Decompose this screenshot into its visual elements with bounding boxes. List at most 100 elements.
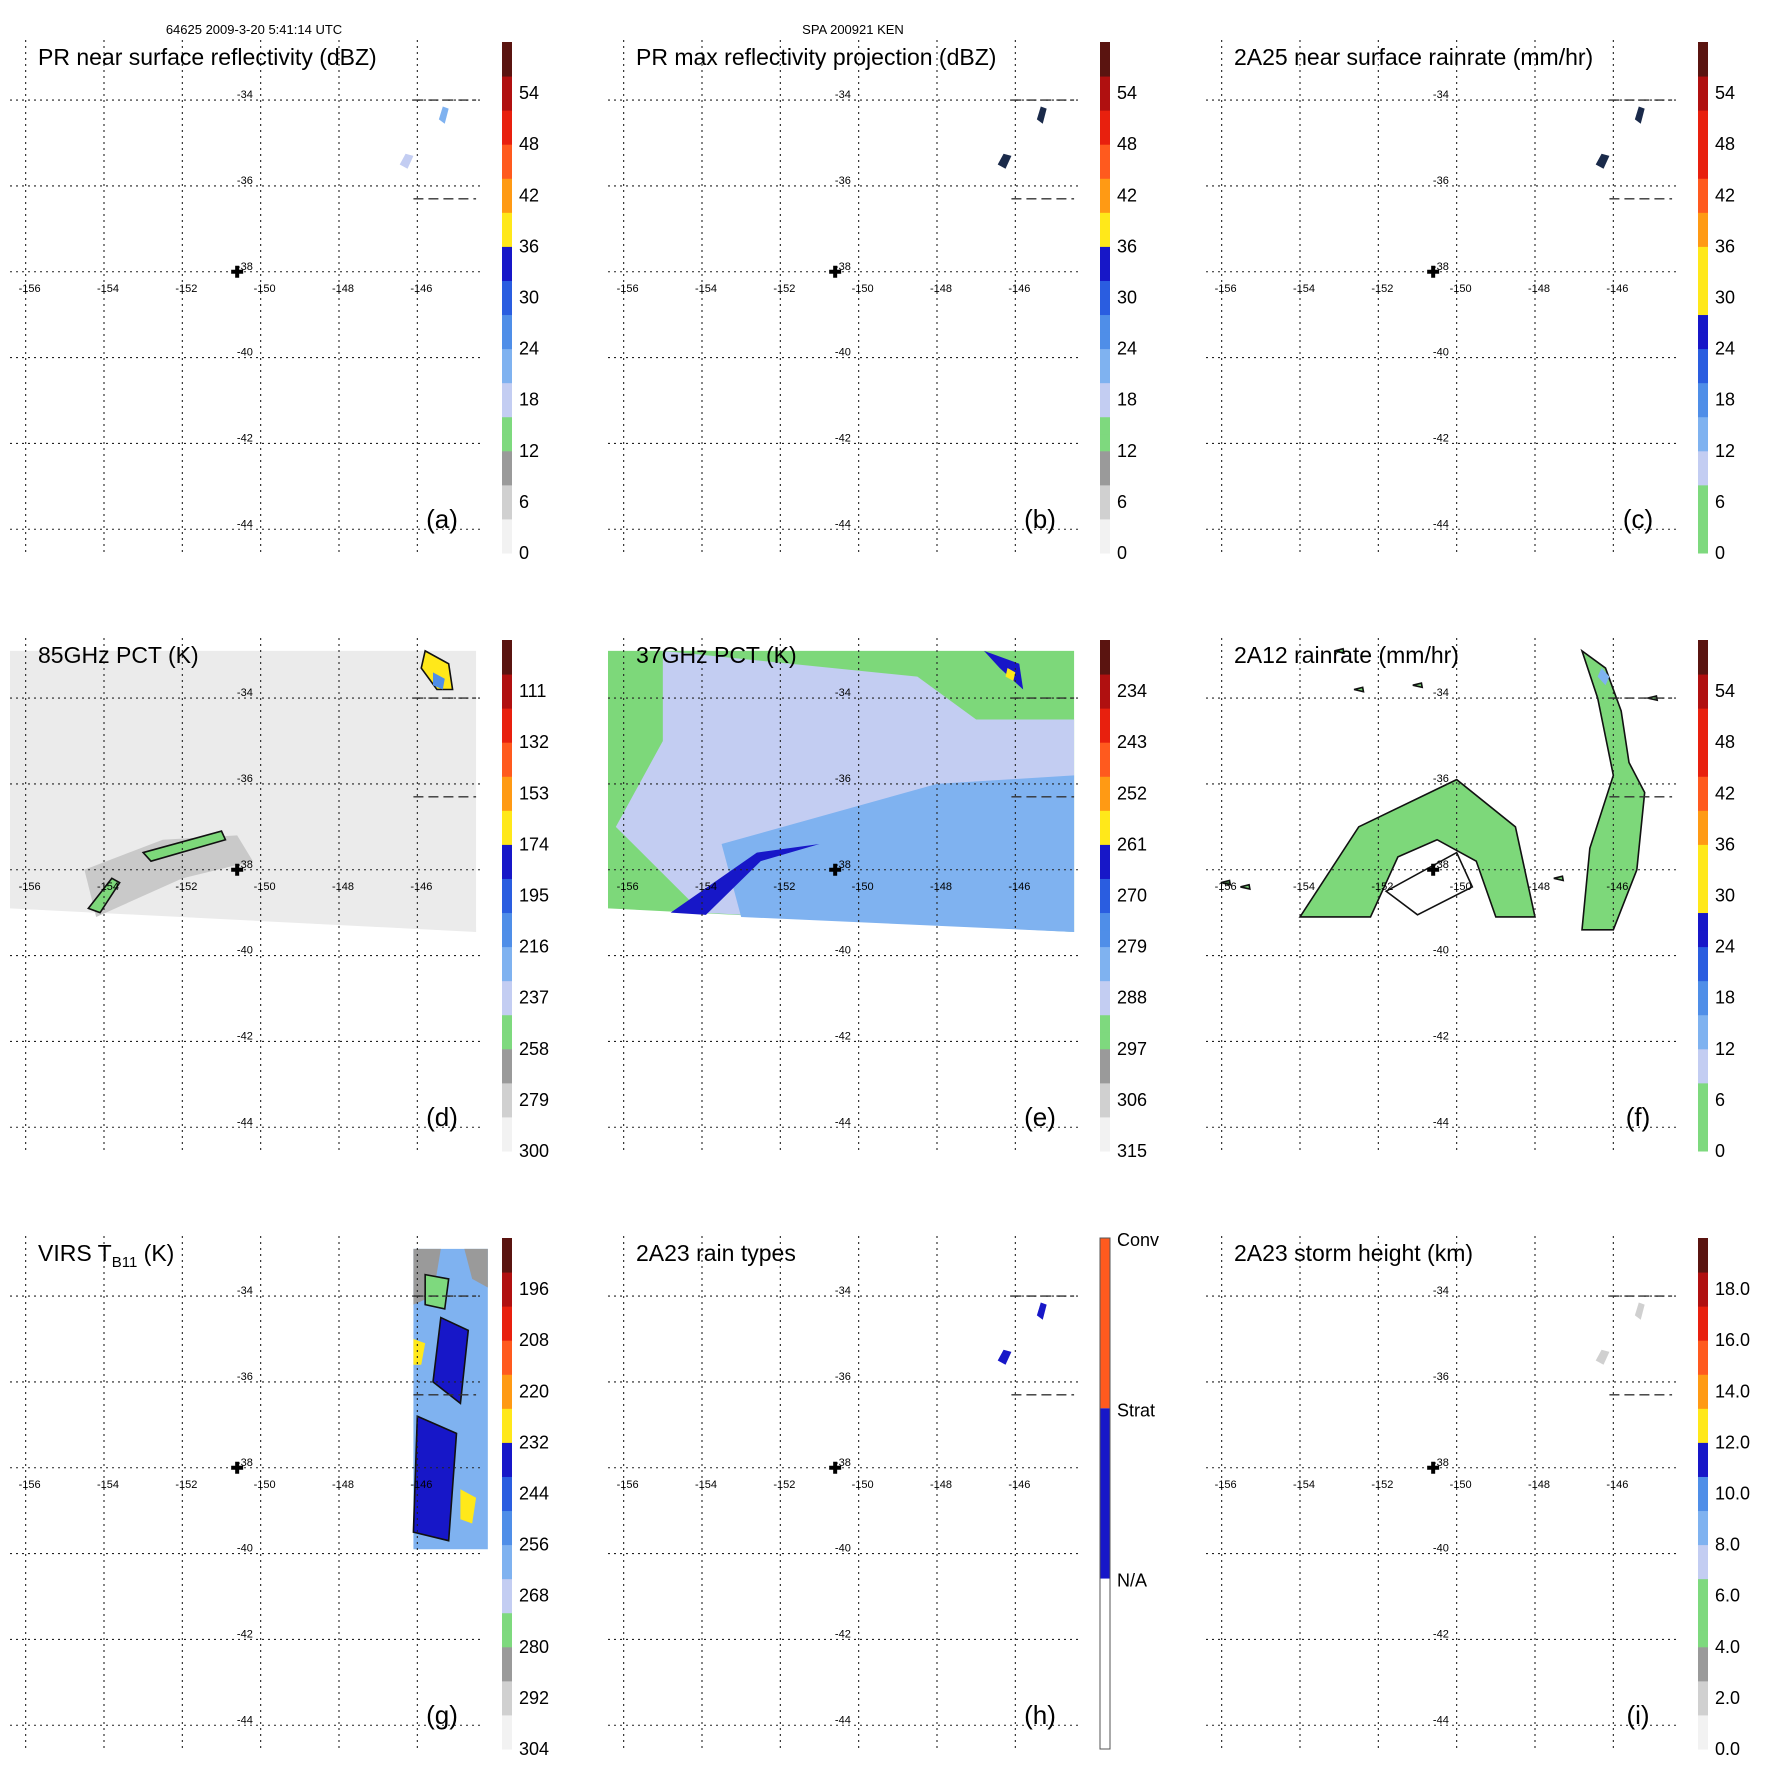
colorbar-tick-label: 300 (519, 1141, 549, 1161)
lon-tick-label: -150 (1450, 1479, 1472, 1491)
colorbar-swatch (502, 161, 512, 179)
colorbar-tick-label: 18 (1117, 390, 1137, 410)
data-field (1220, 647, 1659, 931)
colorbar-swatch (1100, 348, 1110, 367)
colorbar-swatch (1100, 76, 1110, 94)
colorbar-tick-label: 243 (1117, 732, 1147, 752)
colorbar-swatch (502, 1014, 512, 1033)
field-shape (424, 1273, 450, 1310)
colorbar-swatch (1100, 433, 1110, 452)
lat-tick-label: -44 (1433, 1714, 1449, 1726)
colorbar: N/A Strat Conv (1099, 1230, 1159, 1750)
colorbar-swatch (1100, 759, 1110, 777)
panel-label: (f) (1626, 1102, 1651, 1132)
colorbar-swatch (1698, 314, 1708, 333)
panel-c: -156 -154 -152 -150 -148 -146-34-36-38-40-42-… (1206, 40, 1735, 563)
colorbar-swatch (502, 1048, 512, 1067)
colorbar-tick-label: 36 (1715, 834, 1735, 854)
panel-label: (b) (1024, 504, 1056, 534)
colorbar-swatch (502, 1031, 512, 1050)
panel-b: -156 -154 -152 -150 -148 -146-34-36-38-40-42-… (608, 40, 1137, 563)
panel-a: -156 -154 -152 -150 -148 -146-34-36-38-40-42-… (10, 40, 539, 563)
field-shape (420, 649, 454, 691)
colorbar-tick-label: 48 (1715, 134, 1735, 154)
colorbar-swatch (1698, 810, 1708, 828)
lat-tick-label: -34 (237, 1285, 253, 1297)
colorbar-swatch (1100, 1031, 1110, 1050)
panels-group: -156 -154 -152 -150 -148 -146-34-36-38-40-42-… (10, 40, 1750, 1759)
colorbar-swatch (1100, 878, 1110, 896)
lon-tick-label: -150 (1450, 283, 1472, 295)
colorbar-swatch (1698, 1391, 1708, 1409)
lat-tick-label: -42 (835, 1628, 851, 1640)
colorbar-tick-label: 195 (519, 886, 549, 906)
colorbar-swatch (502, 297, 512, 316)
lon-tick-label: -156 (617, 1479, 639, 1491)
colorbar-swatch (1698, 1527, 1708, 1546)
colorbar-swatch (1100, 708, 1110, 726)
field-shape (460, 1489, 477, 1524)
colorbar-swatch (1100, 895, 1110, 914)
panel-i: -156 -154 -152 -150 -148 -146-34-36-38-40-42-… (1206, 1236, 1750, 1759)
lat-tick-label: -34 (835, 687, 851, 699)
lon-tick-label: -146 (1008, 881, 1030, 893)
colorbar-swatch (502, 895, 512, 914)
colorbar-swatch (1100, 365, 1110, 384)
colorbar-swatch (1100, 861, 1110, 879)
lon-tick-label: -156 (617, 283, 639, 295)
colorbar-swatch (502, 1493, 512, 1512)
colorbar-swatch (1100, 246, 1110, 264)
colorbar-swatch (502, 1561, 512, 1580)
panel-g: -156 -154 -152 -150 -148 -146-34-36-38-40-42-… (10, 1236, 549, 1759)
colorbar-swatch (1100, 776, 1110, 794)
colorbar-tick-label: 54 (519, 83, 539, 103)
colorbar-tick-label: 30 (1117, 288, 1137, 308)
colorbar-swatch (1100, 1065, 1110, 1084)
colorbar-swatch (1100, 810, 1110, 828)
colorbar-swatch (502, 93, 512, 111)
data-field (1595, 106, 1645, 169)
colorbar-swatch (502, 433, 512, 452)
lon-tick-label: -150 (254, 881, 276, 893)
colorbar-swatch (502, 1133, 512, 1152)
panel-label: (i) (1626, 1700, 1649, 1730)
lon-tick-label: -156 (1215, 1479, 1237, 1491)
lon-tick-label: -156 (617, 881, 639, 893)
colorbar-swatch (502, 929, 512, 948)
colorbar-swatch (1698, 263, 1708, 281)
colorbar-swatch (502, 1065, 512, 1084)
colorbar-swatch (1698, 657, 1708, 675)
colorbar-swatch (1698, 1476, 1708, 1494)
field-shape (87, 877, 121, 914)
colorbar-swatch (1698, 110, 1708, 128)
lat-tick-label: -42 (237, 432, 253, 444)
lon-tick-label: -146 (1008, 283, 1030, 295)
colorbar-swatch (502, 110, 512, 128)
colorbar-tick-label: 18 (1715, 390, 1735, 410)
site-marker (1427, 863, 1440, 876)
panel-f: -156 -154 -152 -150 -148 -146-34-36-38-40-42-… (1206, 638, 1735, 1161)
colorbar-tick-label: 297 (1117, 1039, 1147, 1059)
colorbar-tick-label: 4.0 (1715, 1637, 1740, 1657)
lon-tick-label: -154 (97, 1479, 119, 1491)
colorbar-swatch (1698, 1493, 1708, 1512)
colorbar-swatch (1698, 1082, 1708, 1101)
colorbar-swatch (502, 263, 512, 281)
colorbar-swatch (1100, 229, 1110, 247)
colorbar: 315 306 297 288 279 270 261 252 243 234 (1100, 640, 1147, 1161)
lat-tick-label: -40 (237, 347, 253, 359)
colorbar-tick-label: 42 (1715, 783, 1735, 803)
colorbar-swatch (1100, 161, 1110, 179)
colorbar-swatch (1698, 1697, 1708, 1716)
colorbar-swatch (1698, 42, 1708, 60)
field-shape (670, 844, 820, 915)
colorbar: 0 6 12 18 24 30 36 42 48 54 (1698, 640, 1735, 1161)
colorbar-swatch (1698, 518, 1708, 537)
colorbar-swatch (1698, 691, 1708, 709)
colorbar-swatch (1698, 1663, 1708, 1682)
panel-label: (d) (426, 1102, 458, 1132)
colorbar-tick-label: 12.0 (1715, 1432, 1750, 1452)
colorbar-tick-label: 261 (1117, 834, 1147, 854)
colorbar-tick-label: 153 (519, 783, 549, 803)
colorbar-swatch (1698, 416, 1708, 435)
